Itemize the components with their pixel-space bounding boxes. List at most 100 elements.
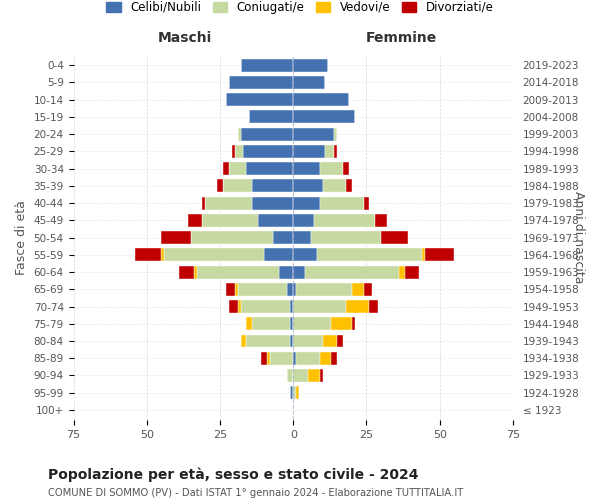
Bar	[179, 266, 194, 278]
Bar	[247, 334, 290, 347]
Bar	[346, 180, 352, 192]
Bar	[235, 283, 238, 296]
Bar	[334, 145, 337, 158]
Bar	[296, 386, 299, 399]
Bar	[238, 300, 241, 313]
Bar	[290, 386, 293, 399]
Bar	[194, 266, 197, 278]
Bar	[346, 300, 370, 313]
Text: Popolazione per età, sesso e stato civile - 2024: Popolazione per età, sesso e stato civil…	[48, 468, 419, 482]
Bar	[293, 145, 325, 158]
Bar	[337, 334, 343, 347]
Bar	[343, 162, 349, 175]
Bar	[375, 214, 387, 227]
Bar	[293, 318, 331, 330]
Bar	[370, 300, 378, 313]
Bar	[244, 145, 293, 158]
Bar	[422, 248, 425, 262]
Bar	[267, 352, 270, 364]
Bar	[164, 248, 264, 262]
Bar	[323, 334, 337, 347]
Bar	[425, 248, 454, 262]
Bar	[290, 318, 293, 330]
Bar	[293, 180, 323, 192]
Bar	[293, 369, 308, 382]
Bar	[247, 318, 252, 330]
Bar	[334, 128, 337, 140]
Bar	[252, 180, 293, 192]
Bar	[290, 334, 293, 347]
Bar	[202, 196, 205, 209]
Bar	[241, 334, 247, 347]
Bar	[381, 231, 407, 244]
Bar	[293, 76, 325, 89]
Bar	[293, 196, 320, 209]
Bar	[264, 248, 293, 262]
Bar	[229, 76, 293, 89]
Bar	[270, 352, 293, 364]
Bar	[229, 162, 247, 175]
Bar	[293, 266, 305, 278]
Bar	[197, 266, 278, 278]
Bar	[293, 93, 349, 106]
Bar	[320, 369, 323, 382]
Bar	[161, 248, 164, 262]
Bar	[293, 283, 296, 296]
Bar	[232, 145, 235, 158]
Bar	[293, 59, 328, 72]
Bar	[325, 145, 334, 158]
Y-axis label: Anni di nascita: Anni di nascita	[572, 192, 585, 284]
Bar	[308, 369, 320, 382]
Bar	[252, 318, 290, 330]
Bar	[352, 318, 355, 330]
Bar	[293, 334, 323, 347]
Bar	[364, 283, 373, 296]
Text: Femmine: Femmine	[366, 30, 437, 44]
Bar	[317, 248, 422, 262]
Bar	[229, 300, 238, 313]
Bar	[188, 214, 202, 227]
Bar	[252, 196, 293, 209]
Bar	[217, 180, 223, 192]
Bar	[238, 128, 241, 140]
Bar	[293, 110, 355, 124]
Bar	[238, 283, 287, 296]
Bar	[202, 214, 258, 227]
Bar	[293, 214, 314, 227]
Bar	[135, 248, 161, 262]
Bar	[314, 214, 375, 227]
Bar	[293, 386, 296, 399]
Bar	[290, 300, 293, 313]
Text: COMUNE DI SOMMO (PV) - Dati ISTAT 1° gennaio 2024 - Elaborazione TUTTITALIA.IT: COMUNE DI SOMMO (PV) - Dati ISTAT 1° gen…	[48, 488, 463, 498]
Bar	[293, 248, 317, 262]
Bar	[293, 231, 311, 244]
Text: Maschi: Maschi	[158, 30, 212, 44]
Bar	[305, 266, 399, 278]
Bar	[241, 300, 290, 313]
Bar	[296, 283, 352, 296]
Bar	[296, 352, 320, 364]
Bar	[223, 162, 229, 175]
Bar	[293, 300, 346, 313]
Bar	[250, 110, 293, 124]
Bar	[331, 352, 337, 364]
Bar	[161, 231, 191, 244]
Bar	[278, 266, 293, 278]
Bar	[241, 128, 293, 140]
Bar	[399, 266, 404, 278]
Bar	[287, 369, 293, 382]
Bar	[258, 214, 293, 227]
Bar	[293, 352, 296, 364]
Bar	[247, 162, 293, 175]
Bar	[287, 283, 293, 296]
Bar	[320, 352, 331, 364]
Bar	[261, 352, 267, 364]
Legend: Celibi/Nubili, Coniugati/e, Vedovi/e, Divorziati/e: Celibi/Nubili, Coniugati/e, Vedovi/e, Di…	[106, 1, 494, 14]
Bar	[320, 196, 364, 209]
Bar	[320, 162, 343, 175]
Bar	[235, 145, 244, 158]
Bar	[293, 162, 320, 175]
Bar	[191, 231, 273, 244]
Bar	[273, 231, 293, 244]
Bar	[223, 180, 252, 192]
